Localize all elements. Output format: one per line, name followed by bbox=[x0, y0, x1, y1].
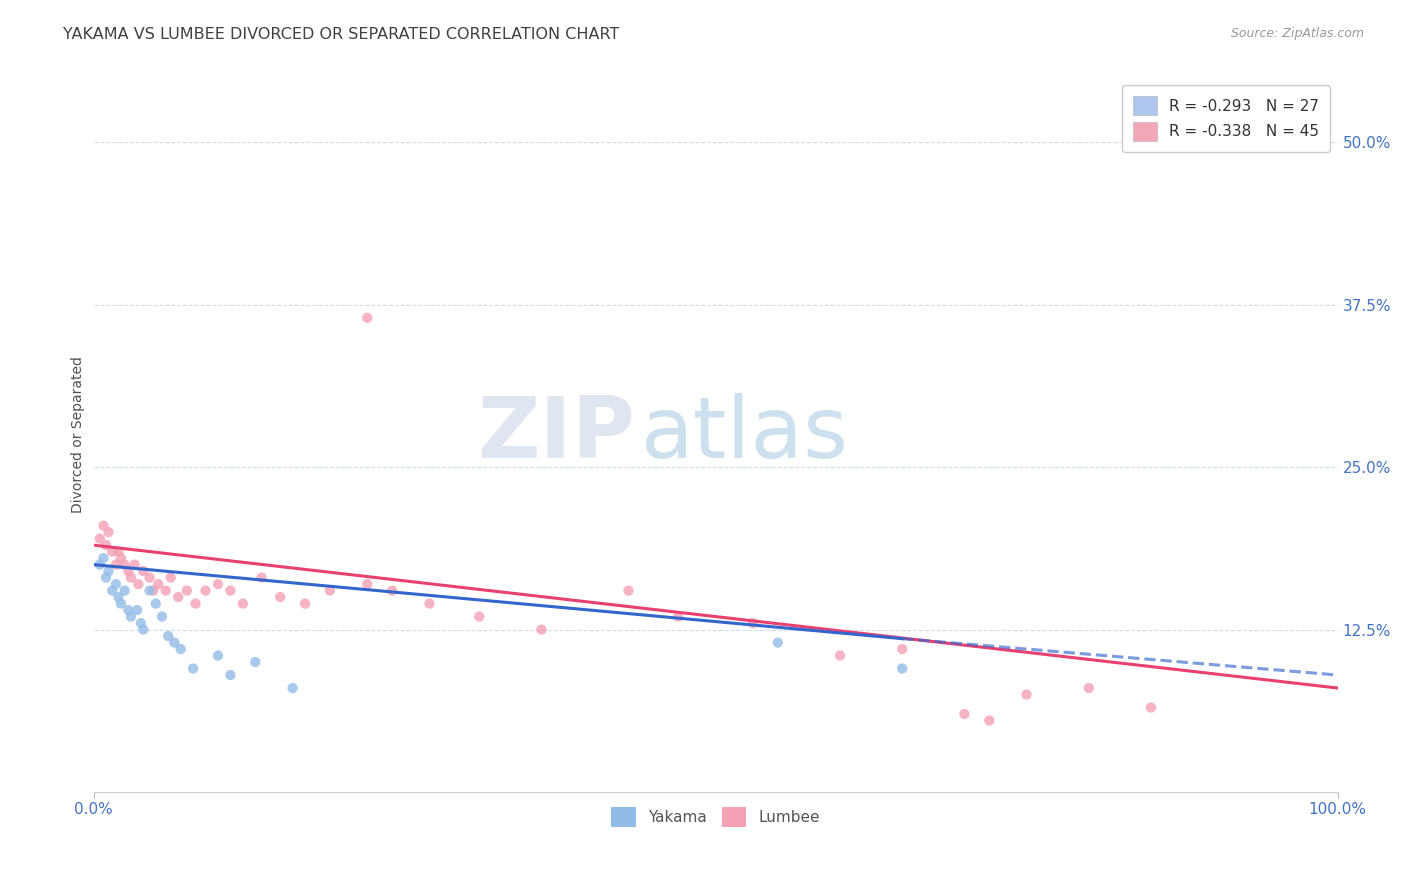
Point bbox=[356, 577, 378, 591]
Point bbox=[181, 661, 204, 675]
Point bbox=[418, 597, 440, 611]
Point bbox=[232, 597, 254, 611]
Legend: Yakama, Lumbee: Yakama, Lumbee bbox=[603, 799, 828, 834]
Point bbox=[94, 571, 117, 585]
Point bbox=[167, 590, 190, 604]
Point bbox=[1140, 700, 1163, 714]
Point bbox=[89, 558, 111, 572]
Point bbox=[93, 518, 115, 533]
Point bbox=[142, 583, 165, 598]
Point bbox=[250, 571, 273, 585]
Point bbox=[245, 655, 267, 669]
Point bbox=[101, 544, 124, 558]
Point bbox=[319, 583, 342, 598]
Text: Source: ZipAtlas.com: Source: ZipAtlas.com bbox=[1230, 27, 1364, 40]
Y-axis label: Divorced or Separated: Divorced or Separated bbox=[72, 356, 86, 513]
Point bbox=[169, 642, 191, 657]
Point bbox=[163, 635, 186, 649]
Point bbox=[120, 609, 142, 624]
Point bbox=[742, 616, 765, 631]
Text: YAKAMA VS LUMBEE DIVORCED OR SEPARATED CORRELATION CHART: YAKAMA VS LUMBEE DIVORCED OR SEPARATED C… bbox=[63, 27, 620, 42]
Point bbox=[148, 577, 170, 591]
Point bbox=[617, 583, 640, 598]
Point bbox=[281, 681, 304, 695]
Point bbox=[219, 583, 242, 598]
Point bbox=[101, 583, 124, 598]
Point bbox=[138, 583, 160, 598]
Point bbox=[194, 583, 217, 598]
Point bbox=[184, 597, 207, 611]
Point bbox=[381, 583, 404, 598]
Point bbox=[93, 551, 115, 566]
Point bbox=[155, 583, 177, 598]
Point bbox=[891, 642, 914, 657]
Point bbox=[159, 571, 181, 585]
Point bbox=[207, 648, 229, 663]
Point bbox=[828, 648, 851, 663]
Point bbox=[269, 590, 291, 604]
Point bbox=[176, 583, 198, 598]
Point bbox=[207, 577, 229, 591]
Point bbox=[157, 629, 180, 643]
Point bbox=[107, 544, 129, 558]
Point bbox=[127, 577, 149, 591]
Point bbox=[138, 571, 160, 585]
Point bbox=[953, 706, 976, 721]
Point bbox=[117, 564, 139, 578]
Point bbox=[129, 616, 152, 631]
Point bbox=[1015, 688, 1038, 702]
Point bbox=[127, 603, 149, 617]
Point bbox=[294, 597, 316, 611]
Point bbox=[97, 525, 120, 540]
Point bbox=[666, 609, 689, 624]
Point bbox=[104, 577, 127, 591]
Point bbox=[110, 597, 132, 611]
Point bbox=[124, 558, 146, 572]
Point bbox=[107, 590, 129, 604]
Point bbox=[150, 609, 173, 624]
Text: atlas: atlas bbox=[641, 393, 849, 476]
Point bbox=[117, 603, 139, 617]
Point bbox=[979, 714, 1001, 728]
Point bbox=[94, 538, 117, 552]
Point bbox=[219, 668, 242, 682]
Point bbox=[114, 583, 136, 598]
Point bbox=[120, 571, 142, 585]
Point bbox=[530, 623, 553, 637]
Point bbox=[891, 661, 914, 675]
Point bbox=[468, 609, 491, 624]
Point bbox=[114, 558, 136, 572]
Point bbox=[110, 551, 132, 566]
Point bbox=[1077, 681, 1099, 695]
Text: ZIP: ZIP bbox=[477, 393, 634, 476]
Point bbox=[132, 564, 155, 578]
Point bbox=[356, 310, 378, 325]
Point bbox=[766, 635, 789, 649]
Point bbox=[132, 623, 155, 637]
Point bbox=[89, 532, 111, 546]
Point bbox=[104, 558, 127, 572]
Point bbox=[97, 564, 120, 578]
Point bbox=[145, 597, 167, 611]
